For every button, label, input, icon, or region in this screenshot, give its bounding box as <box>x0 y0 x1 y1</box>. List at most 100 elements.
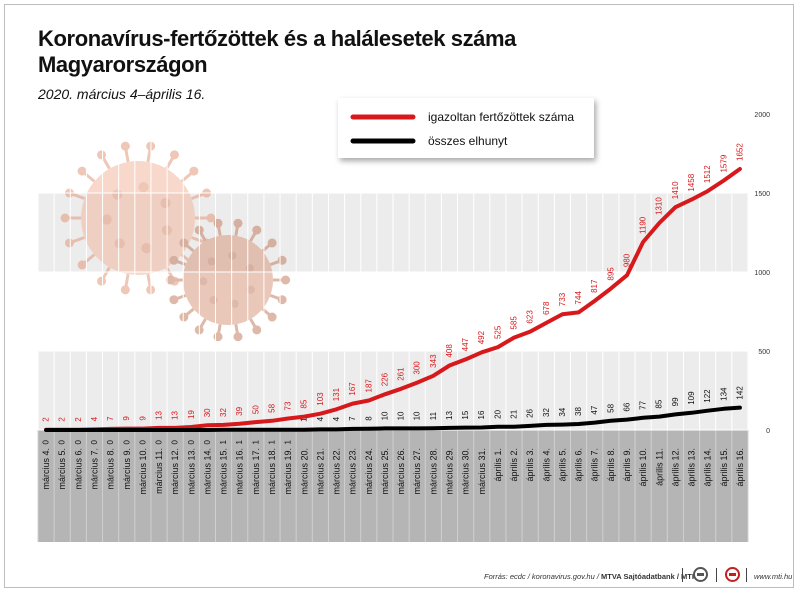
infected-data-label: 30 <box>203 408 212 417</box>
virus-spike-tip <box>277 295 287 305</box>
deaths-data-label: 134 <box>719 387 728 401</box>
deaths-data-label: 10 <box>397 411 406 420</box>
x-tick-label: március 7. <box>89 448 99 490</box>
deaths-data-label: 4 <box>332 416 341 421</box>
virus-dot <box>141 243 152 254</box>
deaths-data-label: 99 <box>671 397 680 406</box>
deaths-data-label: 66 <box>622 402 631 411</box>
y-tick-label: 1500 <box>754 191 770 198</box>
x-tick-label: április 16. <box>735 448 745 487</box>
virus-dot <box>138 182 149 193</box>
legend-label-deaths: összes elhunyt <box>428 134 508 148</box>
infected-data-label: 585 <box>510 316 519 330</box>
deaths-data-label: 85 <box>655 399 664 408</box>
source-text: Forrás: ecdc / koronavirus.gov.hu / <box>484 572 599 581</box>
virus-spike-tip <box>179 312 189 322</box>
x-tick-label: március 28. <box>428 448 438 495</box>
x-tick-label: április 10. <box>638 448 648 487</box>
infected-data-label: 131 <box>332 387 341 401</box>
deaths-data-label: 0 <box>203 439 212 444</box>
virus-body <box>183 235 273 325</box>
deaths-data-label: 0 <box>106 439 115 444</box>
x-tick-label: március 8. <box>106 448 116 490</box>
deaths-data-label: 7 <box>348 416 357 421</box>
x-tick-label: március 29. <box>444 448 454 495</box>
deaths-line <box>44 405 742 432</box>
deaths-data-label: 1 <box>235 439 244 444</box>
virus-spike-tip <box>281 275 291 285</box>
infected-data-label: 492 <box>477 330 486 344</box>
virus-spike-tip <box>233 332 243 342</box>
y-axis-ticks: 0 500 1000 1500 2000 <box>754 112 770 435</box>
deaths-data-label: 0 <box>74 439 83 444</box>
deaths-data-label: 10 <box>380 411 389 420</box>
x-tick-label: március 22. <box>332 448 342 495</box>
infected-data-label: 1579 <box>719 154 728 172</box>
deaths-data-label: 1 <box>284 439 293 444</box>
infected-data-label: 73 <box>284 401 293 410</box>
series-lines <box>44 167 742 432</box>
x-tick-label: április 1. <box>493 448 503 482</box>
infected-data-label: 1512 <box>703 165 712 183</box>
chart-title: Koronavírus-fertőzöttek és a halálesetek… <box>38 26 517 77</box>
virus-spike-tip <box>252 325 262 335</box>
deaths-data-label: 38 <box>574 407 583 416</box>
x-tick-label: április 12. <box>670 448 680 487</box>
virus-spike-tip <box>64 238 74 248</box>
x-tick-label: március 24. <box>364 448 374 495</box>
infected-data-label: 9 <box>122 416 131 421</box>
virus-large-icon <box>60 141 216 295</box>
website-link[interactable]: www.mti.hu <box>754 572 793 581</box>
deaths-data-label: 0 <box>42 439 51 444</box>
infected-data-label: 2 <box>58 417 67 422</box>
x-tick-label: március 31. <box>477 448 487 495</box>
infected-data-label: 525 <box>493 325 502 339</box>
virus-dot <box>245 264 254 273</box>
infected-data-label: 2 <box>42 417 51 422</box>
x-tick-label: április 13. <box>687 448 697 487</box>
infected-data-label: 187 <box>364 379 373 393</box>
x-tick-label: április 3. <box>525 448 535 482</box>
y-tick-label: 2000 <box>754 112 770 119</box>
footer-separator <box>746 568 747 582</box>
virus-spike-tip <box>120 285 130 295</box>
virus-dot <box>101 214 112 225</box>
virus-spike-tip <box>77 260 87 270</box>
infected-data-label: 678 <box>542 301 551 315</box>
infected-data-label: 103 <box>316 392 325 406</box>
deaths-data-label: 11 <box>429 411 438 420</box>
deaths-data-label: 0 <box>138 439 147 444</box>
deaths-data-label: 34 <box>558 407 567 416</box>
y-tick-label: 500 <box>758 349 770 356</box>
y-tick-label: 0 <box>766 428 770 435</box>
deaths-data-label: 0 <box>187 439 196 444</box>
virus-dot <box>246 285 255 294</box>
x-tick-label: március 17. <box>251 448 261 495</box>
virus-spike-tip <box>120 141 130 151</box>
x-tick-label: április 2. <box>509 448 519 482</box>
virus-spike-tip <box>277 255 287 265</box>
infected-data-label: 167 <box>348 382 357 396</box>
virus-spike-tip <box>189 166 199 176</box>
deaths-data-label: 16 <box>477 410 486 419</box>
x-tick-label: április 6. <box>574 448 584 482</box>
virus-dot <box>160 197 171 209</box>
infected-data-label: 9 <box>138 416 147 421</box>
x-tick-label: március 26. <box>396 448 406 495</box>
deaths-data-label: 0 <box>171 439 180 444</box>
infected-data-label: 343 <box>429 354 438 368</box>
x-tick-label: március 20. <box>299 448 309 495</box>
deaths-data-label: 1 <box>219 439 228 444</box>
source-note: Forrás: ecdc / koronavirus.gov.hu / MTVA… <box>484 572 694 581</box>
deaths-data-label: 21 <box>510 409 519 418</box>
infected-data-label: 50 <box>251 405 260 414</box>
virus-spike-tip <box>213 332 223 342</box>
infected-data-label: 744 <box>574 291 583 305</box>
infected-data-label: 980 <box>622 253 631 267</box>
infected-data-label: 1410 <box>671 181 680 199</box>
infected-data-label: 226 <box>380 372 389 386</box>
infected-data-label: 261 <box>397 367 406 381</box>
virus-dot <box>207 257 216 266</box>
source-credit: MTVA Sajtóadatbank / MTI <box>601 572 694 581</box>
